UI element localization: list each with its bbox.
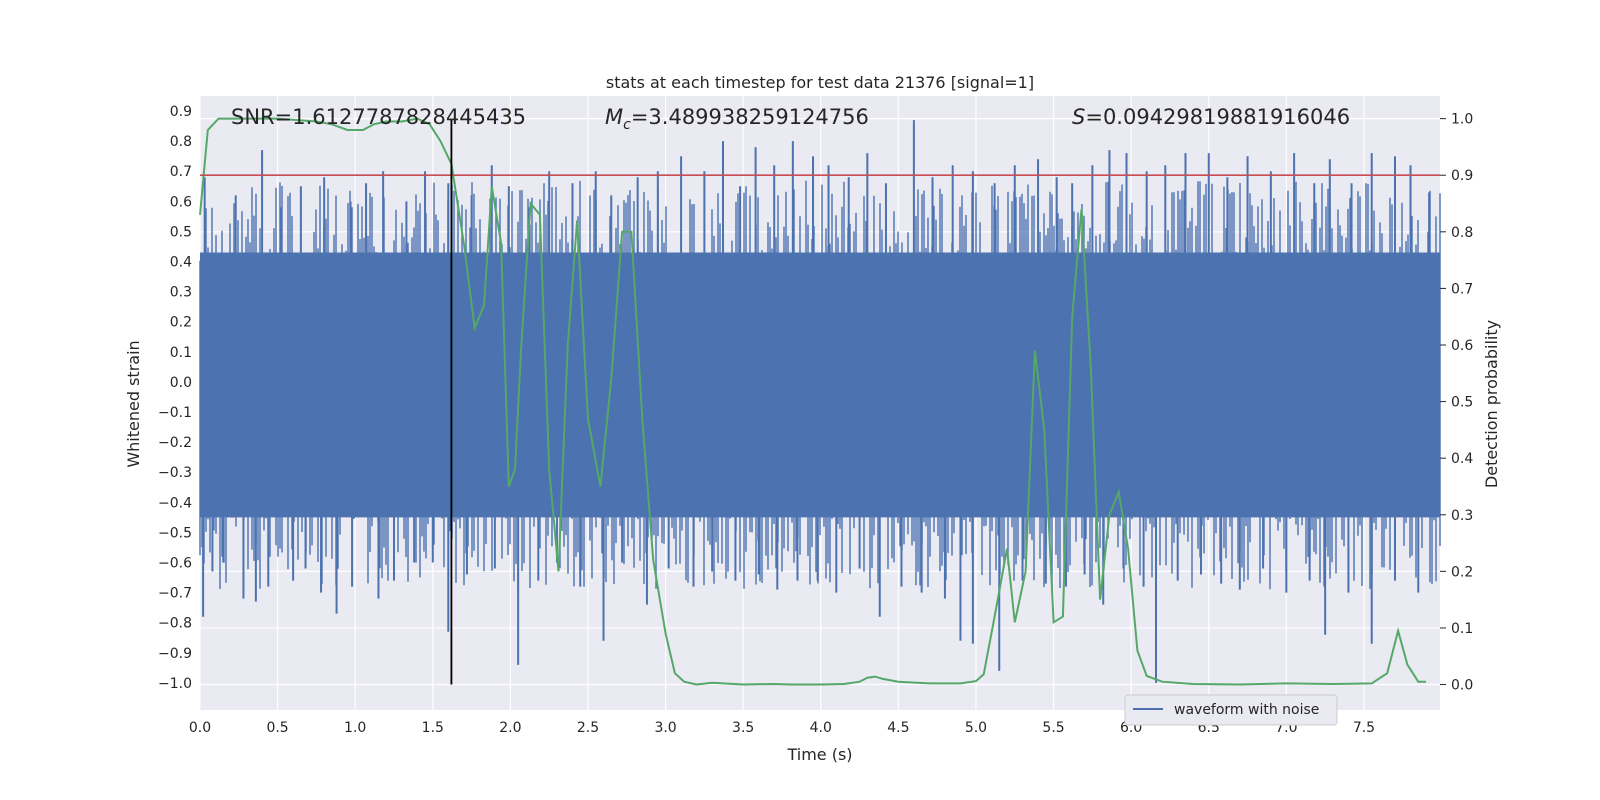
left-y-axis-ticks: 0.9 0.8 0.7 0.6 0.5 0.4 0.3 0.2 0.1 0.0 −0.1 −0.2 −0… xyxy=(158,104,192,692)
waveform-with-noise-series xyxy=(199,120,1441,683)
chirp-mass-annotation: Mc=3.489938259124756 xyxy=(605,105,869,133)
left-y-tick-label: 0.2 xyxy=(170,315,192,331)
x-tick-label: 3.5 xyxy=(732,720,754,736)
right-y-tick-label: 0.3 xyxy=(1451,508,1473,524)
left-y-axis-label: Whitened strain xyxy=(124,340,143,467)
left-y-tick-label: 0.0 xyxy=(170,375,192,391)
left-y-tick-label: 0.1 xyxy=(170,345,192,361)
left-y-tick-label: 0.9 xyxy=(170,104,192,120)
x-tick-label: 2.5 xyxy=(577,720,599,736)
left-y-tick-label: −0.7 xyxy=(158,586,192,602)
right-y-tick-label: 0.2 xyxy=(1451,564,1473,580)
snr-annotation: SNR=1.6127787828445435 xyxy=(231,105,526,129)
mc-value: =3.489938259124756 xyxy=(631,105,869,129)
right-y-axis-label: Detection probability xyxy=(1482,320,1501,488)
x-tick-label: 5.5 xyxy=(1042,720,1064,736)
right-y-tick-label: 0.8 xyxy=(1451,225,1473,241)
x-axis-label: Time (s) xyxy=(786,745,852,764)
mc-symbol: M xyxy=(605,105,623,129)
right-y-axis-ticks: 1.0 0.9 0.8 0.7 0.6 0.5 0.4 0.3 0.2 0.1 0.0 xyxy=(1440,112,1473,694)
left-y-tick-label: 0.4 xyxy=(170,255,192,271)
waveform-noise-spikes xyxy=(199,180,1441,590)
s-symbol: S xyxy=(1072,105,1085,129)
left-y-tick-label: 0.6 xyxy=(170,194,192,210)
detection-probability-line xyxy=(199,117,1426,686)
left-y-tick-label: −1.0 xyxy=(158,676,192,692)
x-tick-label: 0.5 xyxy=(266,720,288,736)
left-y-tick-label: −0.8 xyxy=(158,616,192,632)
right-y-tick-label: 0.1 xyxy=(1451,621,1473,637)
left-y-tick-label: −0.4 xyxy=(158,495,192,511)
x-tick-label: 2.0 xyxy=(499,720,521,736)
right-y-tick-label: 0.9 xyxy=(1451,168,1473,184)
legend-box xyxy=(1124,694,1338,726)
x-tick-label: 1.0 xyxy=(344,720,366,736)
left-y-tick-label: −0.9 xyxy=(158,646,192,662)
left-y-tick-label: −0.2 xyxy=(158,435,192,451)
right-y-tick-label: 0.0 xyxy=(1451,678,1473,694)
s-annotation: S=0.09429819881916046 xyxy=(1072,105,1350,129)
left-y-tick-label: 0.3 xyxy=(170,285,192,301)
left-y-tick-label: 0.5 xyxy=(170,224,192,240)
x-tick-label: 1.5 xyxy=(422,720,444,736)
x-tick-label: 5.0 xyxy=(965,720,987,736)
left-y-tick-label: −0.1 xyxy=(158,405,192,421)
left-y-tick-label: 0.8 xyxy=(170,134,192,150)
x-tick-label: 4.5 xyxy=(887,720,909,736)
right-y-tick-label: 0.7 xyxy=(1451,281,1473,297)
legend-label-waveform: waveform with noise xyxy=(1174,702,1319,718)
s-value: =0.09429819881916046 xyxy=(1085,105,1350,129)
mc-subscript: c xyxy=(623,117,631,133)
left-y-tick-label: −0.3 xyxy=(158,465,192,481)
x-tick-label: 4.0 xyxy=(810,720,832,736)
left-y-tick-label: −0.6 xyxy=(158,556,192,572)
legend: waveform with noise xyxy=(1124,694,1338,726)
right-y-tick-label: 1.0 xyxy=(1451,112,1473,128)
overlays xyxy=(200,118,1440,685)
x-tick-label: 3.0 xyxy=(654,720,676,736)
left-y-tick-label: 0.7 xyxy=(170,164,192,180)
right-y-tick-label: 0.4 xyxy=(1451,451,1473,467)
right-y-tick-label: 0.6 xyxy=(1451,338,1473,354)
x-tick-label: 7.5 xyxy=(1353,720,1375,736)
detection-probability-series xyxy=(199,117,1426,686)
chart-title: stats at each timestep for test data 213… xyxy=(606,73,1034,92)
left-y-tick-label: −0.5 xyxy=(158,525,192,541)
x-tick-label: 0.0 xyxy=(189,720,211,736)
right-y-tick-label: 0.5 xyxy=(1451,395,1473,411)
